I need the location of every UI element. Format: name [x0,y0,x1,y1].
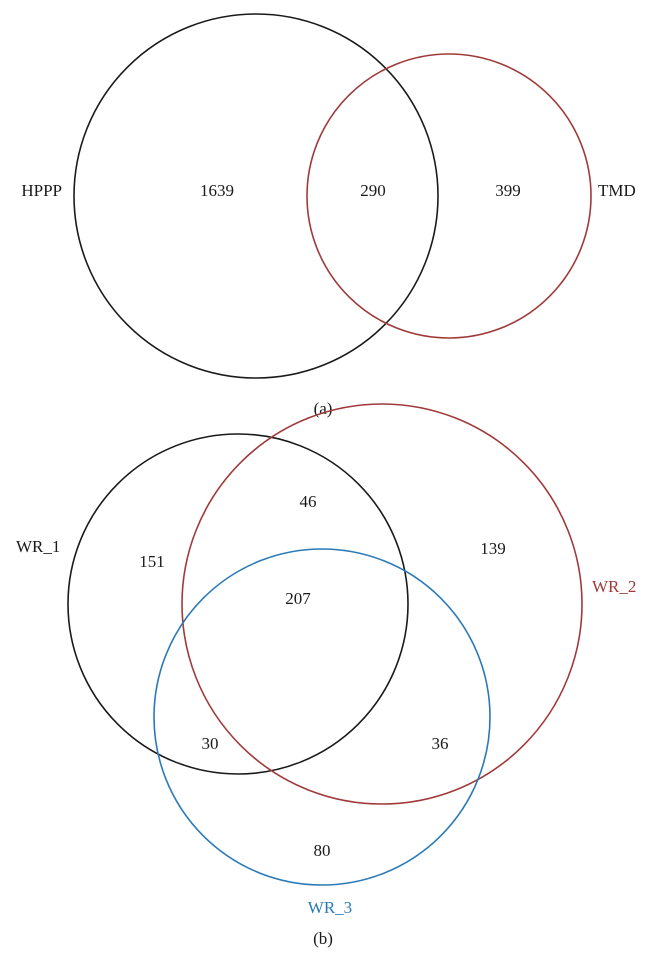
venn-panel-a: HPPP TMD 1639 290 399 (a) [21,13,636,418]
set-label-wr3: WR_3 [308,898,352,917]
panel-label-b: (b) [313,929,333,948]
set-label-wr1: WR_1 [16,537,60,556]
venn-panel-b: WR_1 WR_2 WR_3 46 151 139 207 30 36 80 (… [16,403,636,948]
circle-wr2 [181,403,583,805]
count-wr2-only: 139 [480,539,506,558]
count-hppp-tmd: 290 [360,181,386,200]
circle-tmd [306,53,592,339]
circle-wr3 [153,548,491,886]
count-wr2-wr3-only: 36 [432,734,449,753]
set-label-tmd: TMD [598,181,636,200]
set-label-wr2: WR_2 [592,577,636,596]
circle-wr1 [67,433,409,775]
circle-hppp [73,13,439,379]
count-wr3-only: 80 [314,841,331,860]
set-label-hppp: HPPP [21,181,62,200]
count-wr1-only: 151 [139,552,165,571]
count-hppp-only: 1639 [200,181,234,200]
count-all-three: 207 [285,589,311,608]
panel-label-a: (a) [314,399,333,418]
count-tmd-only: 399 [495,181,521,200]
count-wr1-wr2-only: 46 [300,492,317,511]
count-wr1-wr3-only: 30 [202,734,219,753]
